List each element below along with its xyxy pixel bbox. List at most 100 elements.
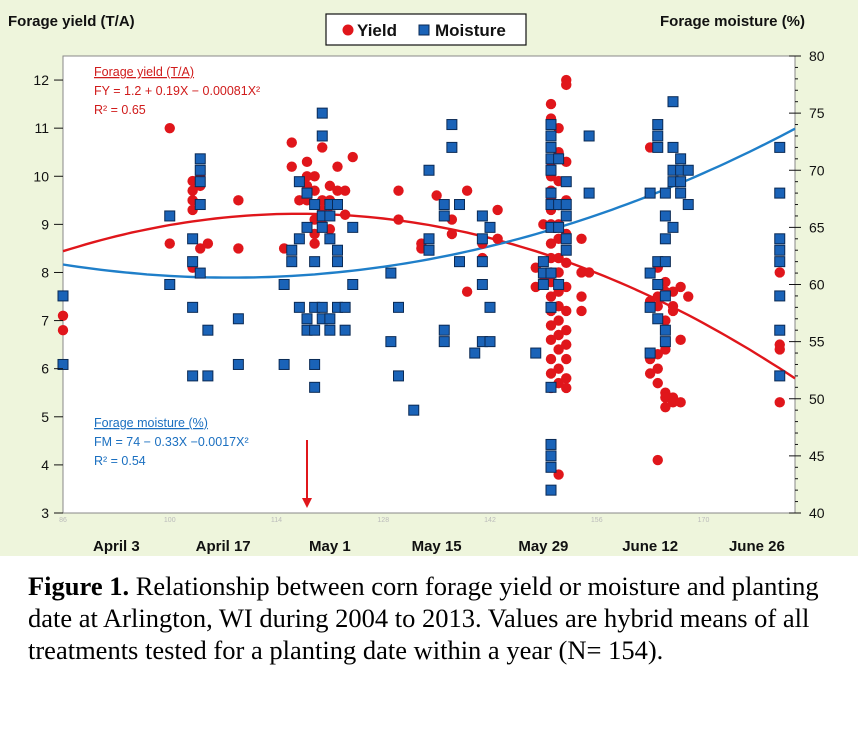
moisture-point [652,313,664,325]
moisture-point [339,301,351,313]
yield-point [492,233,503,244]
x-minor-tick-label: 170 [698,517,710,524]
moisture-point [652,130,664,142]
yield-point [545,238,557,249]
yield-point [561,339,572,350]
moisture-point [476,279,488,290]
moisture-point [438,324,450,336]
yield-point [233,195,244,206]
yield-point [561,373,572,384]
moisture-point [202,370,214,382]
yield-point [675,397,686,408]
moisture-point [446,119,458,131]
legend-yield-label: Yield [357,21,397,40]
moisture-point [347,279,359,290]
left-tick-label: 9 [41,216,49,232]
yield-point [561,79,572,91]
moisture-point [309,358,321,370]
yield-point [233,243,244,254]
moisture-point [667,141,679,153]
moisture-annotation-r2: R² = 0.54 [94,454,146,468]
yield-point [301,156,313,168]
moisture-point [560,233,572,245]
moisture-point [774,233,786,245]
moisture-point [164,210,176,222]
moisture-point [393,370,404,382]
moisture-point [652,119,664,131]
yield-point [774,267,785,278]
yield-point [675,334,686,346]
moisture-point [553,279,565,290]
moisture-point [545,301,557,313]
moisture-point [309,256,321,268]
right-axis-title: Forage moisture (%) [660,13,805,30]
moisture-point [454,199,465,211]
yield-point [561,353,572,365]
moisture-point [644,347,656,359]
moisture-point [286,256,298,268]
moisture-point [293,176,305,188]
moisture-point [309,324,321,336]
moisture-point [164,279,176,290]
yield-point [683,291,694,302]
yield-annotation: Forage yield (T/A) FY = 1.2 + 0.19X − 0.… [94,65,260,117]
x-date-label: April 3 [93,538,140,555]
yield-point [644,368,656,379]
yield-point [286,161,297,172]
yield-point [576,267,587,278]
moisture-point [545,438,557,450]
yield-point [774,344,785,355]
caption-label: Figure 1. [28,571,130,601]
yield-point [339,209,351,220]
moisture-point [469,347,481,359]
moisture-point [675,187,687,199]
moisture-point [560,176,572,188]
left-tick-label: 6 [41,361,49,377]
legend-yield-marker [342,24,354,36]
left-axis-title: Forage yield (T/A) [8,13,135,30]
x-minor-tick-label: 142 [484,517,496,524]
moisture-point [332,244,343,256]
yield-point [492,204,503,216]
yield-point [667,305,679,317]
yield-point [339,185,351,196]
moisture-point [659,336,671,348]
x-date-label: May 29 [518,538,568,555]
right-tick-label: 80 [809,48,825,64]
left-tick-label: 11 [34,120,49,136]
moisture-point [644,267,656,279]
moisture-point [324,313,336,325]
moisture-point [774,324,786,336]
yield-point [660,401,671,413]
moisture-point [476,233,488,245]
moisture-point [644,301,656,313]
moisture-point [484,301,496,313]
moisture-point [659,210,671,222]
moisture-point [286,244,298,256]
yield-point [545,98,557,110]
yield-point [561,382,572,394]
moisture-point [545,187,557,199]
legend-moisture-label: Moisture [435,21,506,40]
legend-moisture-marker [418,24,430,36]
yield-point [774,397,785,408]
moisture-point [644,187,656,199]
right-tick-label: 50 [809,391,825,407]
moisture-point [454,256,465,268]
moisture-point [484,336,496,348]
moisture-point [316,221,328,233]
x-date-label: May 15 [412,538,462,555]
yield-point [545,334,557,346]
moisture-point [187,370,199,382]
yield-point [561,257,572,269]
yield-point [553,329,564,341]
moisture-point [385,336,397,348]
moisture-point [682,199,694,211]
moisture-annotation-title: Forage moisture (%) [94,416,208,430]
moisture-point [560,210,572,222]
yield-point [309,171,320,182]
moisture-point [446,141,458,153]
moisture-point [423,233,435,245]
moisture-point [659,256,671,268]
left-tick-label: 12 [33,72,49,88]
